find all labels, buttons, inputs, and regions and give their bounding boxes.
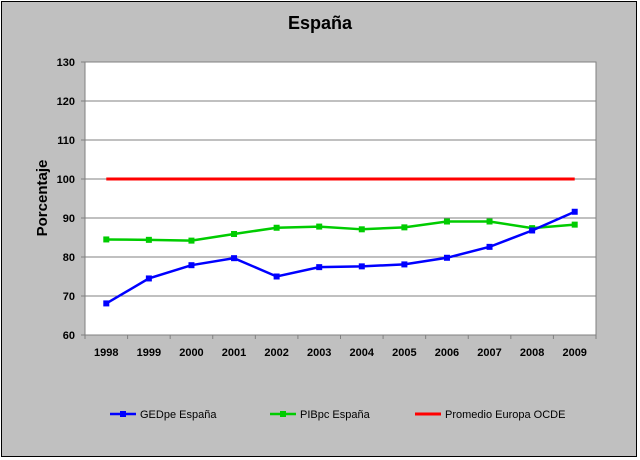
data-point — [443, 218, 450, 225]
y-axis-ticks: 60 70 80 90 100 110 120 130 — [57, 57, 75, 342]
x-tick-label: 1998 — [94, 347, 118, 359]
y-axis-label: Porcentaje — [34, 160, 51, 237]
series-line — [105, 210, 576, 305]
series-0 — [103, 208, 578, 307]
x-tick-label: 2000 — [179, 347, 203, 359]
x-tick-label: 2001 — [222, 347, 246, 359]
data-point — [316, 223, 323, 230]
series — [103, 177, 578, 307]
data-point — [358, 226, 365, 233]
y-tick-label: 70 — [63, 291, 75, 303]
x-tick-label: 2002 — [264, 347, 288, 359]
legend-item-2: Promedio Europa OCDE — [415, 409, 565, 421]
x-tick-label: 2007 — [477, 347, 501, 359]
data-point — [486, 218, 493, 225]
y-tick-label: 80 — [63, 252, 75, 264]
data-point — [273, 273, 280, 280]
x-tick-label: 2005 — [392, 347, 416, 359]
y-tick-label: 90 — [63, 213, 75, 225]
data-point — [529, 227, 536, 234]
gridlines — [81, 61, 597, 339]
y-tick-label: 100 — [57, 174, 75, 186]
legend-label: PIBpc España — [300, 409, 371, 421]
data-point — [401, 224, 408, 231]
x-tick-label: 2003 — [307, 347, 331, 359]
series-line — [106, 220, 575, 242]
data-point — [273, 224, 280, 231]
data-point — [231, 255, 238, 262]
x-tick-label: 2006 — [435, 347, 459, 359]
legend: GEDpe España PIBpc España Promedio Europa … — [110, 409, 565, 421]
x-tick-label: 2008 — [520, 347, 544, 359]
data-point — [443, 254, 450, 261]
y-tick-label: 60 — [63, 330, 75, 342]
data-point — [358, 263, 365, 270]
data-point — [316, 264, 323, 271]
data-point — [401, 261, 408, 268]
x-tick-label: 1999 — [137, 347, 161, 359]
data-point — [145, 275, 152, 282]
chart-title: España — [288, 13, 353, 33]
legend-item-0: GEDpe España — [110, 409, 217, 421]
data-point — [571, 208, 578, 215]
data-point — [486, 243, 493, 250]
y-tick-label: 120 — [57, 96, 75, 108]
legend-swatch-marker — [280, 411, 286, 417]
data-point — [103, 236, 110, 243]
data-point — [571, 221, 578, 228]
data-point — [231, 230, 238, 237]
legend-swatch-marker — [120, 411, 126, 417]
x-tick-label: 2004 — [350, 347, 375, 359]
x-tick-label: 2009 — [562, 347, 586, 359]
x-axis-ticks: 1998 1999 2000 2001 2002 2003 2004 2005 2006 2007… — [94, 347, 587, 359]
legend-label: Promedio Europa OCDE — [445, 409, 565, 421]
data-point — [103, 300, 110, 307]
y-tick-label: 130 — [57, 57, 75, 69]
legend-item-1: PIBpc España — [270, 409, 371, 421]
y-tick-label: 110 — [57, 135, 75, 147]
plot-area — [84, 61, 597, 336]
data-point — [188, 237, 195, 244]
data-point — [188, 262, 195, 269]
data-point — [145, 236, 152, 243]
legend-label: GEDpe España — [140, 409, 217, 421]
